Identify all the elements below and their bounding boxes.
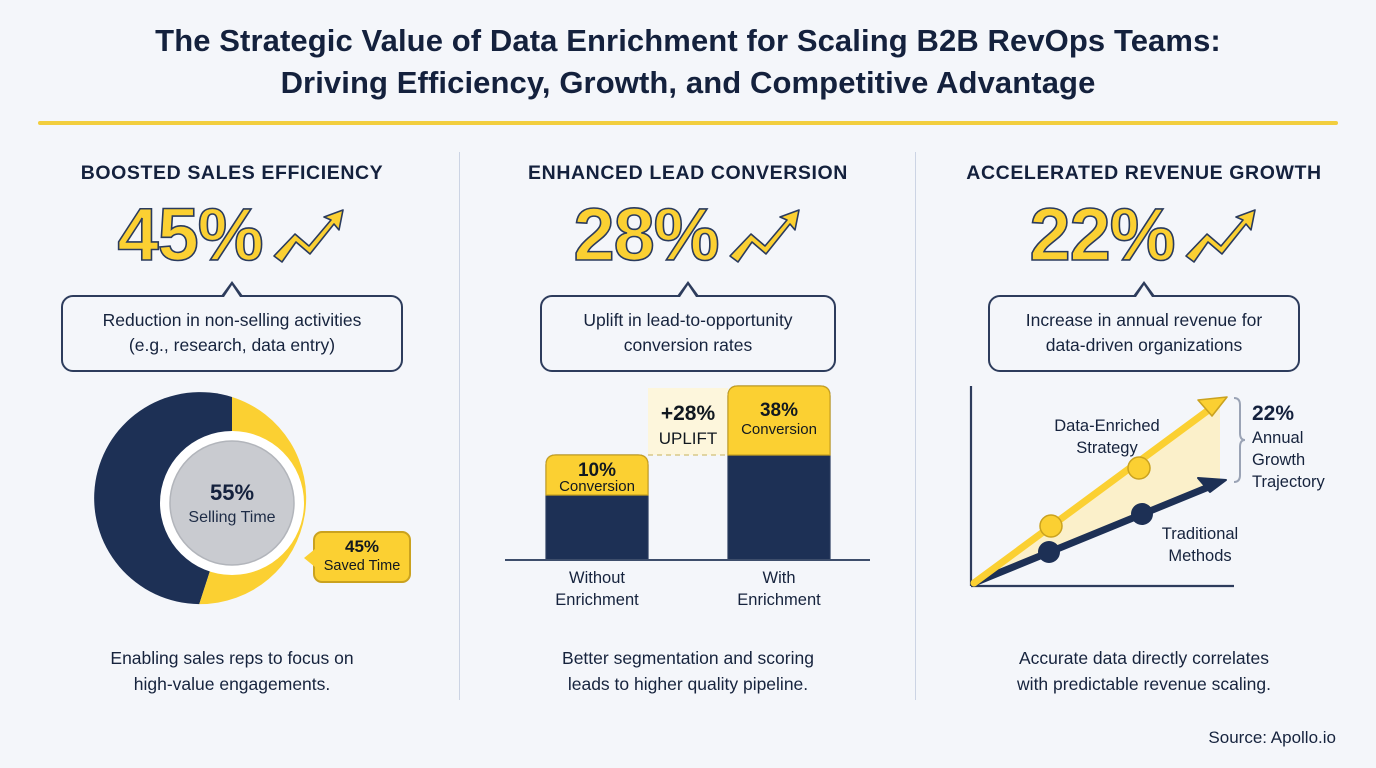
- donut-center-label: Selling Time: [188, 509, 275, 526]
- bubble-pointer-fill: [680, 285, 696, 297]
- stat-caption-line-2: (e.g., research, data entry): [128, 335, 336, 355]
- column-footer-line-1: Better segmentation and scoring: [562, 648, 814, 668]
- bar-with-sublabel: Conversion: [741, 421, 817, 438]
- bar-without-axis-label-line-1: Without: [569, 569, 625, 587]
- bubble-pointer-fill: [1136, 285, 1152, 297]
- trend-up-arrow-icon: [1184, 209, 1256, 263]
- uplift-label: UPLIFT: [659, 429, 718, 448]
- column-footer-line-1: Enabling sales reps to focus on: [110, 648, 354, 668]
- bar-without-axis-label-line-2: Enrichment: [555, 591, 639, 609]
- column-divider-1: [459, 152, 460, 700]
- bar-with-axis-label-line-1: With: [763, 569, 796, 587]
- column-footer-caption: Enabling sales reps to focus on high-val…: [22, 645, 442, 697]
- column-footer-caption: Better segmentation and scoring leads to…: [478, 645, 898, 697]
- donut-center-hub: [169, 440, 295, 566]
- page-title: The Strategic Value of Data Enrichment f…: [40, 20, 1336, 104]
- source-attribution: Source: Apollo.io: [1208, 728, 1336, 747]
- uplift-band: [648, 388, 728, 455]
- data-point-traditional-2: [1131, 503, 1153, 525]
- column-enhanced-lead-conversion: ENHANCED LEAD CONVERSION 28% Uplift in l…: [478, 150, 898, 710]
- column-boosted-sales-efficiency: BOOSTED SALES EFFICIENCY 45% Reduction i…: [22, 150, 442, 710]
- data-point-enriched-2: [1127, 456, 1151, 480]
- column-footer-line-2: with predictable revenue scaling.: [1017, 674, 1271, 694]
- data-point-traditional-1: [1038, 541, 1060, 563]
- line-traditional-methods-arrowhead: [1197, 477, 1227, 493]
- column-divider-2: [915, 152, 916, 700]
- series-label-traditional-line-1: Traditional: [1162, 525, 1238, 543]
- callout-label: Saved Time: [323, 558, 401, 574]
- line-data-enriched-strategy: [970, 402, 1218, 587]
- line-chart-svg: Data-Enriched Strategy Traditional Metho…: [969, 386, 1325, 588]
- column-heading: BOOSTED SALES EFFICIENCY: [80, 162, 384, 184]
- donut-callout: 45% Saved Time: [304, 531, 411, 583]
- bar-chart: +28% UPLIFT 10% Conversion 38% Conversio…: [478, 378, 898, 628]
- stat-caption-bubble: Reduction in non-selling activities (e.g…: [61, 281, 403, 372]
- bar-without-enrichment-cap: [545, 454, 649, 496]
- headline-stat-row: 28%: [478, 190, 898, 280]
- line-chart: Data-Enriched Strategy Traditional Metho…: [934, 378, 1354, 628]
- series-label-enriched-line-2: Strategy: [1076, 439, 1138, 457]
- bar-chart-svg: +28% UPLIFT 10% Conversion 38% Conversio…: [505, 385, 870, 609]
- donut-chart: 55% Selling Time 45% Saved Time: [22, 378, 442, 628]
- stat-caption-line-2: data-driven organizations: [1045, 335, 1243, 355]
- bracket-label-line-3: Trajectory: [1252, 473, 1325, 491]
- callout-tail: [304, 549, 315, 567]
- stat-caption-line-2: conversion rates: [623, 335, 753, 355]
- trend-up-arrow-icon: [728, 209, 800, 263]
- series-label-enriched-line-1: Data-Enriched: [1054, 417, 1159, 435]
- headline-stat-value: 45%: [117, 193, 265, 276]
- title-divider-rule: [38, 121, 1338, 125]
- bubble-pointer-fill: [224, 285, 240, 297]
- headline-stat-value: 22%: [1029, 193, 1177, 276]
- bar-without-sublabel: Conversion: [559, 478, 635, 495]
- donut-chart-svg: 55% Selling Time: [94, 392, 307, 605]
- trend-up-arrow-icon: [272, 209, 344, 263]
- donut-center-value: 55%: [210, 480, 254, 505]
- bar-with-value: 38%: [760, 400, 798, 421]
- headline-stat-row: 22%: [934, 190, 1354, 280]
- page-title-line-2: Driving Efficiency, Growth, and Competit…: [280, 65, 1096, 100]
- series-label-traditional-line-2: Methods: [1168, 547, 1231, 565]
- column-footer-line-2: leads to higher quality pipeline.: [567, 674, 809, 694]
- callout-value: 45%: [344, 537, 380, 556]
- page-title-line-1: The Strategic Value of Data Enrichment f…: [155, 23, 1221, 58]
- stat-caption-bubble: Increase in annual revenue for data-driv…: [988, 281, 1300, 372]
- data-point-enriched-1: [1039, 514, 1063, 538]
- column-heading: ENHANCED LEAD CONVERSION: [528, 162, 848, 184]
- stat-caption-line-1: Uplift in lead-to-opportunity: [583, 310, 793, 330]
- bracket-label-line-2: Growth: [1252, 451, 1305, 469]
- column-accelerated-revenue-growth: ACCELERATED REVENUE GROWTH 22% Increase …: [934, 150, 1354, 710]
- column-heading: ACCELERATED REVENUE GROWTH: [966, 162, 1322, 184]
- stat-caption-line-1: Increase in annual revenue for: [1025, 310, 1263, 330]
- headline-stat-row: 45%: [22, 190, 442, 280]
- stat-caption-bubble: Uplift in lead-to-opportunity conversion…: [540, 281, 836, 372]
- bracket-label-line-1: Annual: [1252, 429, 1303, 447]
- line-traditional-methods: [970, 480, 1220, 587]
- growth-bracket: [1233, 397, 1246, 483]
- headline-stat-value: 28%: [573, 193, 721, 276]
- stat-caption-line-1: Reduction in non-selling activities: [102, 310, 362, 330]
- uplift-value: +28%: [661, 402, 716, 425]
- bar-with-enrichment-cap: [727, 385, 831, 456]
- column-footer-caption: Accurate data directly correlates with p…: [934, 645, 1354, 697]
- line-data-enriched-arrowhead: [1197, 396, 1228, 417]
- bar-with-axis-label-line-2: Enrichment: [737, 591, 821, 609]
- bracket-value: 22%: [1252, 402, 1294, 425]
- column-footer-line-1: Accurate data directly correlates: [1019, 648, 1269, 668]
- column-footer-line-2: high-value engagements.: [133, 674, 331, 694]
- bar-without-value: 10%: [578, 460, 616, 481]
